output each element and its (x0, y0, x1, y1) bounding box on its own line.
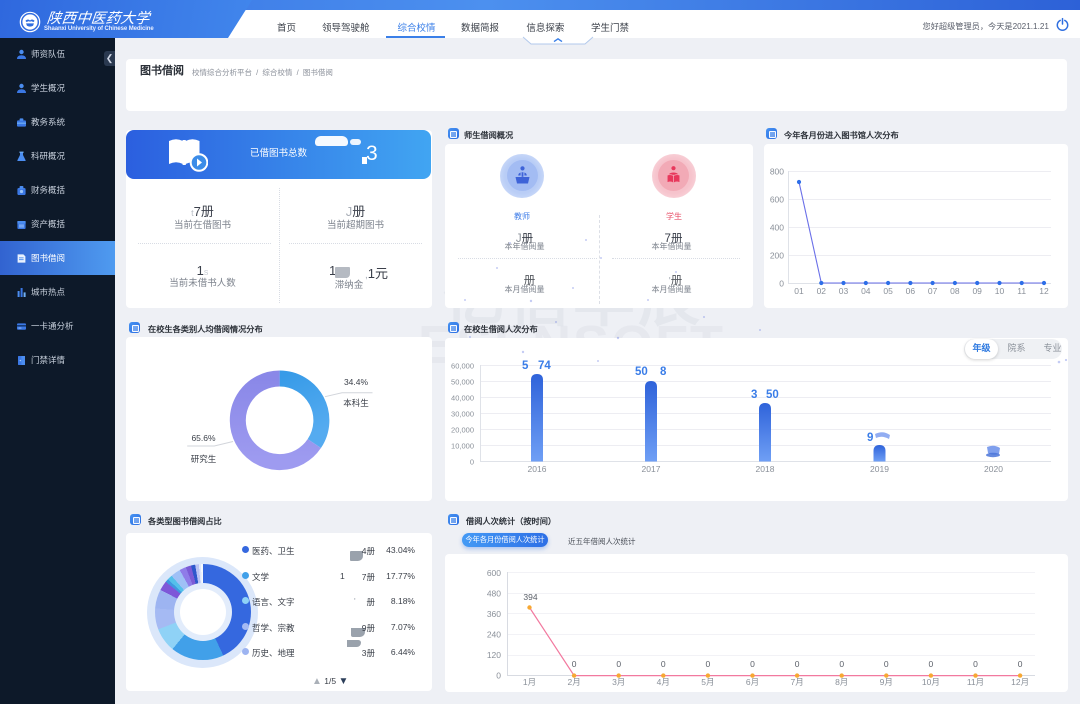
svg-text:10: 10 (995, 286, 1005, 296)
svg-text:0: 0 (706, 659, 711, 669)
svg-text:2017: 2017 (642, 464, 661, 474)
svg-text:0: 0 (572, 659, 577, 669)
svg-text:30,000: 30,000 (451, 410, 474, 419)
svg-text:600: 600 (487, 568, 501, 578)
svg-text:400: 400 (770, 223, 784, 233)
svg-text:02: 02 (817, 286, 827, 296)
svg-text:07: 07 (928, 286, 938, 296)
svg-text:0: 0 (750, 659, 755, 669)
svg-text:0: 0 (616, 659, 621, 669)
svg-text:3月: 3月 (612, 677, 625, 687)
svg-text:65.6%: 65.6% (191, 433, 216, 443)
svg-text:50: 50 (766, 389, 779, 401)
svg-text:5月: 5月 (701, 677, 714, 687)
svg-text:11: 11 (1017, 286, 1026, 296)
svg-text:研究生: 研究生 (191, 454, 217, 464)
svg-text:6月: 6月 (746, 677, 759, 687)
svg-text:3: 3 (751, 389, 757, 401)
svg-text:0: 0 (839, 659, 844, 669)
svg-text:394: 394 (523, 592, 537, 602)
svg-text:06: 06 (906, 286, 916, 296)
svg-text:60,000: 60,000 (451, 362, 474, 371)
svg-text:50,000: 50,000 (451, 378, 474, 387)
svg-text:600: 600 (770, 195, 784, 205)
svg-text:9: 9 (867, 432, 873, 444)
svg-text:2016: 2016 (528, 464, 547, 474)
svg-text:74: 74 (538, 360, 551, 372)
svg-text:360: 360 (487, 609, 501, 619)
svg-text:0: 0 (661, 659, 666, 669)
svg-text:800: 800 (770, 167, 784, 177)
svg-text:240: 240 (487, 630, 501, 640)
svg-text:0: 0 (973, 659, 978, 669)
svg-text:0: 0 (779, 279, 784, 289)
svg-text:05: 05 (883, 286, 893, 296)
svg-text:20,000: 20,000 (451, 426, 474, 435)
svg-text:0: 0 (929, 659, 934, 669)
svg-text:0: 0 (884, 659, 889, 669)
svg-text:11月: 11月 (967, 677, 984, 687)
svg-text:50: 50 (635, 366, 648, 378)
svg-text:12: 12 (1039, 286, 1049, 296)
svg-text:本科生: 本科生 (343, 398, 369, 408)
svg-text:8月: 8月 (835, 677, 848, 687)
svg-text:34.4%: 34.4% (344, 377, 369, 387)
svg-text:0: 0 (1018, 659, 1023, 669)
svg-text:01: 01 (794, 286, 804, 296)
svg-text:40,000: 40,000 (451, 394, 474, 403)
svg-text:9月: 9月 (880, 677, 893, 687)
svg-text:2020: 2020 (984, 464, 1003, 474)
svg-text:10月: 10月 (922, 677, 940, 687)
svg-text:1月: 1月 (523, 677, 536, 687)
svg-text:4月: 4月 (657, 677, 670, 687)
svg-text:04: 04 (861, 286, 871, 296)
svg-text:5: 5 (522, 360, 529, 372)
svg-text:12月: 12月 (1011, 677, 1029, 687)
svg-text:0: 0 (795, 659, 800, 669)
svg-text:2018: 2018 (756, 464, 775, 474)
svg-text:480: 480 (487, 589, 501, 599)
svg-text:120: 120 (487, 650, 501, 660)
svg-text:10,000: 10,000 (451, 442, 474, 451)
svg-text:08: 08 (950, 286, 960, 296)
svg-text:0: 0 (470, 458, 474, 467)
svg-text:0: 0 (496, 671, 501, 681)
svg-text:2019: 2019 (870, 464, 889, 474)
svg-text:03: 03 (839, 286, 849, 296)
svg-text:09: 09 (972, 286, 982, 296)
svg-text:2月: 2月 (567, 677, 580, 687)
svg-text:200: 200 (770, 251, 784, 261)
svg-text:8: 8 (660, 366, 667, 378)
svg-text:7月: 7月 (790, 677, 803, 687)
